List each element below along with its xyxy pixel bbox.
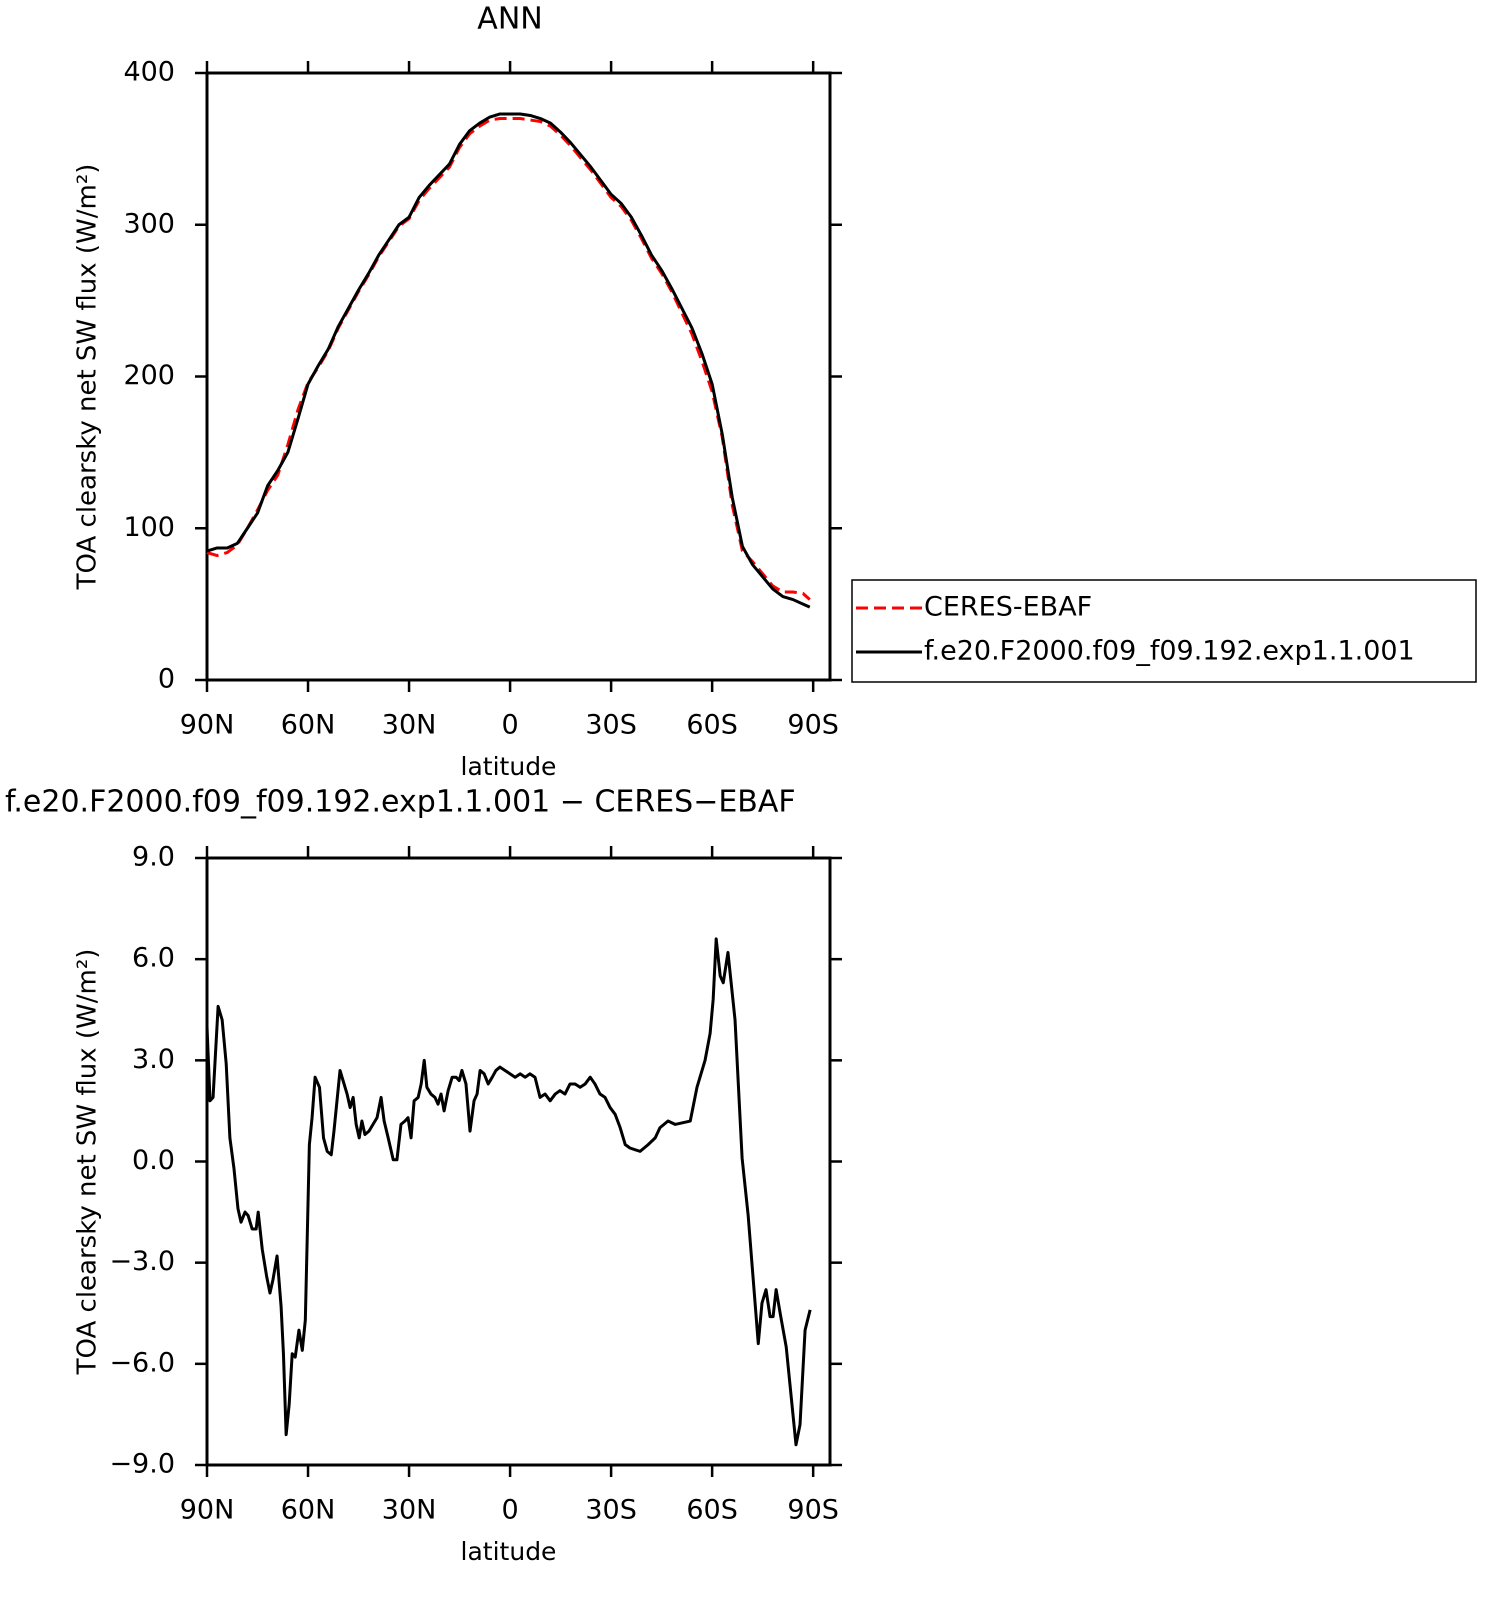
plot-frame bbox=[205, 71, 832, 682]
x-tick-label: 30S bbox=[585, 710, 637, 741]
x-tick-label: 30N bbox=[382, 710, 437, 741]
data-line bbox=[205, 937, 812, 1447]
data-line bbox=[206, 117, 811, 601]
plot-frame bbox=[205, 856, 832, 1467]
y-tick-label: 400 bbox=[123, 57, 175, 88]
legend-label: f.e20.F2000.f09_f09.192.exp1.1.001 bbox=[924, 636, 1415, 667]
y-tick-label: 0 bbox=[158, 664, 175, 695]
data-line bbox=[206, 112, 811, 609]
y-tick-label: 3.0 bbox=[132, 1044, 175, 1075]
x-tick-label: 60S bbox=[686, 710, 738, 741]
y-axis-label: TOA clearsky net SW flux (W/m²) bbox=[73, 164, 103, 591]
x-tick-label: 60S bbox=[686, 1495, 738, 1526]
x-tick-label: 90S bbox=[787, 710, 839, 741]
x-tick-label: 90S bbox=[787, 1495, 839, 1526]
chart-title: f.e20.F2000.f09_f09.192.exp1.1.001 − CER… bbox=[5, 785, 796, 820]
y-axis-label: TOA clearsky net SW flux (W/m²) bbox=[73, 949, 103, 1376]
x-tick-label: 60N bbox=[281, 710, 336, 741]
x-tick-label: 90N bbox=[180, 1495, 235, 1526]
legend-box bbox=[851, 579, 1477, 683]
x-tick-label: 30N bbox=[382, 1495, 437, 1526]
x-tick-label: 0 bbox=[501, 1495, 518, 1526]
y-tick-label: 9.0 bbox=[132, 842, 175, 873]
x-tick-label: 60N bbox=[281, 1495, 336, 1526]
x-tick-label: 90N bbox=[180, 710, 235, 741]
y-tick-label: −9.0 bbox=[109, 1449, 175, 1480]
legend-label: CERES-EBAF bbox=[924, 592, 1092, 623]
x-tick-label: 30S bbox=[585, 1495, 637, 1526]
chart-title: ANN bbox=[477, 2, 542, 37]
y-tick-label: 6.0 bbox=[132, 943, 175, 974]
y-tick-label: 0.0 bbox=[132, 1145, 175, 1176]
y-tick-label: −3.0 bbox=[109, 1246, 175, 1277]
y-tick-label: 200 bbox=[123, 360, 175, 391]
x-axis-label: latitude bbox=[461, 1537, 557, 1566]
x-axis-label: latitude bbox=[461, 752, 557, 781]
y-tick-label: 100 bbox=[123, 512, 175, 543]
y-tick-label: −6.0 bbox=[109, 1347, 175, 1378]
y-tick-label: 300 bbox=[123, 208, 175, 239]
x-tick-label: 0 bbox=[501, 710, 518, 741]
